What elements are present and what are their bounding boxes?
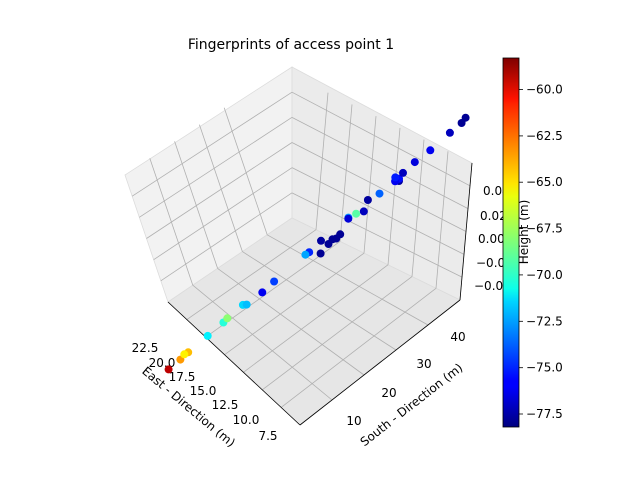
colorbar-ticks: −60.0 −62.5 −65.0 −67.5 −70.0 −72.5 −75.0 −77.5 [519, 83, 563, 421]
grid-line [153, 167, 293, 260]
x-axis-line [167, 301, 301, 426]
scatter-point [445, 128, 454, 137]
x-ticks: 22.5 20.0 17.5 15.0 12.5 10.0 7.5 [132, 341, 278, 443]
grid-line [262, 276, 413, 391]
scatter-point [359, 207, 368, 216]
scatter-point [164, 365, 173, 374]
y-tick-label: 40 [450, 330, 465, 344]
scatter-point [336, 230, 345, 239]
grid-line [224, 252, 365, 356]
grid-line [291, 167, 465, 255]
colorbar-tick-label: −72.5 [526, 314, 563, 328]
y-tick-label: 30 [416, 357, 431, 371]
scatter-point [352, 209, 361, 218]
scatter-point [203, 331, 212, 340]
grid-line [363, 116, 377, 254]
grid-line [131, 91, 293, 197]
x-tick-label: 22.5 [132, 341, 159, 355]
grid-line [146, 142, 293, 239]
grid-line [223, 107, 268, 235]
colorbar-tick-label: −65.0 [526, 175, 563, 189]
chart-title: Fingerprints of access point 1 [188, 37, 394, 53]
z-ticks: 0.04 0.02 0.00 −0.02 −0.04 [474, 184, 513, 293]
grid-line [267, 234, 429, 326]
scatter-point [344, 214, 353, 223]
z-axis-line [459, 162, 473, 301]
scatter-point [301, 250, 310, 259]
colorbar-tick-label: −62.5 [526, 129, 563, 143]
z-tick-label: 0.02 [480, 209, 507, 223]
scatter-point [258, 288, 267, 297]
grid-line [291, 91, 471, 187]
grid-line [291, 116, 469, 210]
scatter-point [180, 350, 189, 359]
x-tick-label: 17.5 [169, 370, 196, 384]
z-tick-label: −0.04 [474, 279, 511, 293]
scatter-point [375, 189, 384, 198]
x-tick-label: 10.0 [233, 413, 260, 427]
scatter-point [328, 235, 337, 244]
scatter-point [391, 173, 400, 182]
grid-line [315, 92, 329, 230]
axis-lines [167, 162, 473, 426]
colorbar-tick-label: −75.0 [526, 361, 563, 375]
scatter-point [270, 277, 279, 286]
colorbar-tick-label: −77.5 [526, 407, 563, 421]
scatter-point [426, 146, 435, 155]
x-tick-label: 12.5 [212, 398, 239, 412]
colorbar: −60.0 −62.5 −65.0 −67.5 −70.0 −72.5 −75.0 −77.5 [502, 57, 563, 428]
x-tick-label: 7.5 [258, 429, 277, 443]
y-axis-label: South - Direction (m) [358, 361, 466, 450]
grid-line [199, 124, 243, 252]
grid-line [149, 158, 194, 286]
z-axis-label: Height (m) [517, 200, 531, 265]
scatter-point [316, 249, 325, 258]
grid-line [387, 127, 401, 265]
grid-line [174, 141, 218, 269]
colorbar-tick-label: −60.0 [526, 83, 563, 97]
x-tick-label: 15.0 [190, 384, 217, 398]
scatter-point [410, 158, 419, 167]
grid-line [243, 264, 389, 373]
colorbar-tick-label: −67.5 [526, 222, 563, 236]
grid-line [160, 192, 293, 282]
scatter-point [242, 300, 251, 309]
scatter-points [164, 113, 470, 374]
grid-line [435, 151, 449, 289]
grid-lines [131, 91, 471, 408]
scatter-point [363, 196, 372, 204]
colorbar-gradient [502, 57, 520, 428]
grid-line [411, 139, 425, 277]
grid-line [291, 192, 463, 278]
y-tick-label: 10 [346, 414, 361, 428]
y-tick-label: 20 [381, 386, 396, 400]
grid-line [186, 229, 317, 320]
grid-line [217, 268, 365, 376]
y-axis-line [299, 299, 461, 426]
scatter-point [317, 236, 325, 245]
y-ticks: 10 20 30 40 [346, 330, 465, 428]
scatter-point [223, 314, 232, 323]
grid-line [280, 287, 437, 408]
axes-3d [124, 66, 473, 426]
colorbar-tick-label: −70.0 [526, 268, 563, 282]
grid-line [242, 251, 397, 351]
z-tick-label: 0.00 [478, 232, 505, 246]
grid-line [291, 142, 467, 232]
grid-line [339, 104, 353, 242]
scatter-point [399, 168, 407, 177]
scatter-point [461, 113, 470, 122]
grid-line [192, 284, 333, 401]
grid-line [139, 116, 293, 218]
